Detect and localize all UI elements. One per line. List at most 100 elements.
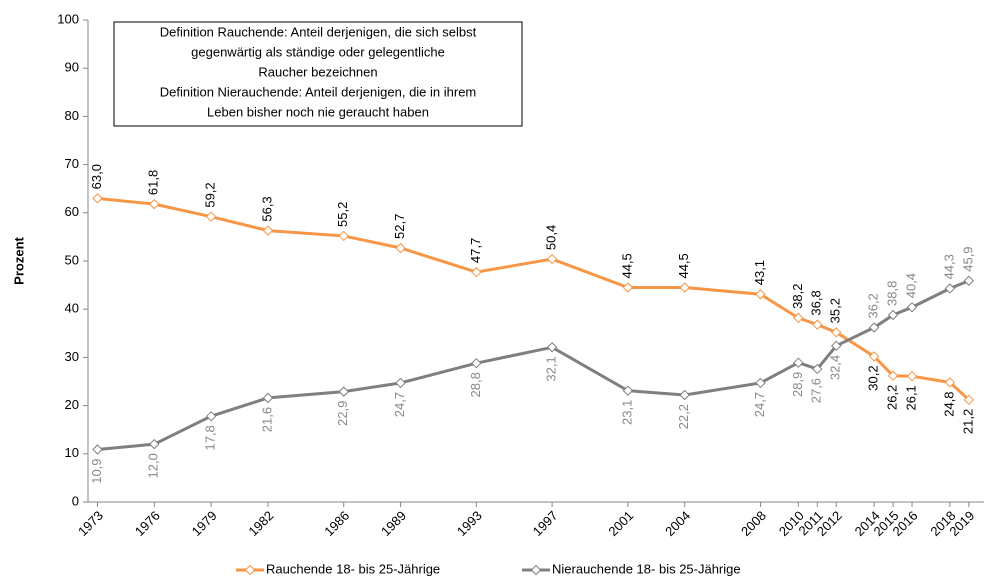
data-label: 55,2 xyxy=(335,202,350,227)
data-label: 21,2 xyxy=(960,409,975,434)
data-label: 27,6 xyxy=(809,378,824,403)
annotation-line: Raucher bezeichnen xyxy=(258,64,377,79)
y-tick-label: 50 xyxy=(65,252,79,267)
data-label: 36,8 xyxy=(809,290,824,315)
data-label: 28,9 xyxy=(790,372,805,397)
point-marker xyxy=(262,392,274,404)
data-label: 12,0 xyxy=(146,453,161,478)
y-tick-label: 80 xyxy=(65,108,79,123)
y-tick-label: 30 xyxy=(65,349,79,364)
data-label: 24,7 xyxy=(752,392,767,417)
point-marker xyxy=(205,410,217,422)
x-tick-label: 1989 xyxy=(378,508,409,539)
point-marker xyxy=(679,282,690,293)
point-marker xyxy=(622,385,634,396)
point-marker xyxy=(395,242,406,254)
data-label: 35,2 xyxy=(828,298,843,323)
annotation-line: gegenwärtig als ständige oder gelegentli… xyxy=(191,44,445,59)
point-marker xyxy=(793,312,804,324)
data-label: 44,3 xyxy=(941,254,956,279)
y-tick-label: 40 xyxy=(65,301,79,316)
point-marker xyxy=(622,282,634,293)
y-tick-label: 60 xyxy=(65,204,79,219)
data-label: 44,5 xyxy=(619,253,634,278)
point-marker xyxy=(812,363,823,375)
data-label: 22,2 xyxy=(676,404,691,429)
x-tick-label: 1976 xyxy=(132,508,163,539)
data-label: 40,4 xyxy=(903,273,918,298)
point-marker xyxy=(471,266,482,278)
point-marker xyxy=(338,386,349,397)
point-marker xyxy=(944,283,956,294)
point-marker xyxy=(149,438,160,450)
data-label: 56,3 xyxy=(259,196,274,221)
legend-label: Rauchende 18- bis 25-Jährige xyxy=(266,561,440,576)
y-tick-label: 20 xyxy=(65,397,79,412)
data-label: 26,1 xyxy=(903,385,918,410)
data-label: 10,9 xyxy=(89,458,104,483)
point-marker xyxy=(338,230,349,242)
y-axis-label: Prozent xyxy=(11,236,26,284)
data-label: 26,2 xyxy=(885,385,900,410)
y-tick-label: 0 xyxy=(72,493,79,508)
point-marker xyxy=(149,198,160,210)
annotation-line: Leben bisher noch nie geraucht haben xyxy=(207,104,429,119)
x-tick-label: 1997 xyxy=(530,508,561,539)
data-label: 28,8 xyxy=(468,372,483,397)
point-marker xyxy=(546,253,558,265)
data-label: 47,7 xyxy=(468,238,483,263)
data-label: 30,2 xyxy=(866,365,881,390)
y-tick-label: 70 xyxy=(65,156,79,171)
point-marker xyxy=(92,193,103,204)
data-label: 44,5 xyxy=(676,253,691,278)
point-marker xyxy=(868,351,880,362)
legend-label: Nierauchende 18- bis 25-Jährige xyxy=(552,561,741,576)
data-label: 23,1 xyxy=(619,400,634,425)
data-label: 38,8 xyxy=(885,281,900,306)
point-marker xyxy=(887,370,899,381)
x-tick-label: 1982 xyxy=(245,508,276,539)
point-marker xyxy=(906,302,918,313)
x-tick-label: 1986 xyxy=(321,508,352,539)
data-label: 43,1 xyxy=(752,260,767,285)
data-label: 50,4 xyxy=(544,225,559,250)
point-marker xyxy=(471,357,482,369)
data-label: 45,9 xyxy=(960,246,975,271)
point-marker xyxy=(755,377,766,389)
point-marker xyxy=(92,444,103,455)
annotation-line: Definition Rauchende: Anteil derjenigen,… xyxy=(160,24,477,39)
annotation-line: Definition Nierauchende: Anteil derjenig… xyxy=(160,84,477,99)
annotation-box xyxy=(113,21,523,127)
y-tick-label: 90 xyxy=(65,60,79,75)
point-marker xyxy=(812,319,823,330)
data-label: 22,9 xyxy=(335,401,350,426)
legend-marker xyxy=(244,564,256,576)
point-marker xyxy=(546,342,558,353)
x-tick-label: 2001 xyxy=(605,508,636,539)
data-label: 36,2 xyxy=(866,293,881,318)
point-marker xyxy=(963,275,975,286)
point-marker xyxy=(868,322,880,333)
y-tick-label: 10 xyxy=(65,445,79,460)
data-label: 38,2 xyxy=(790,284,805,309)
x-tick-label: 1973 xyxy=(75,508,106,539)
point-marker xyxy=(793,357,804,368)
point-marker xyxy=(755,289,766,300)
point-marker xyxy=(906,370,918,382)
point-marker xyxy=(963,394,975,406)
x-tick-label: 1993 xyxy=(454,508,485,539)
data-label: 52,7 xyxy=(392,214,407,239)
point-marker xyxy=(831,340,842,352)
point-marker xyxy=(262,225,274,236)
point-marker xyxy=(205,211,217,222)
x-tick-label: 2008 xyxy=(738,508,769,539)
data-label: 21,6 xyxy=(259,407,274,432)
data-label: 59,2 xyxy=(203,182,218,207)
data-label: 17,8 xyxy=(203,425,218,450)
x-tick-label: 1979 xyxy=(189,508,220,539)
point-marker xyxy=(944,377,956,388)
point-marker xyxy=(679,389,690,401)
data-label: 24,8 xyxy=(941,391,956,416)
point-marker xyxy=(395,377,406,389)
